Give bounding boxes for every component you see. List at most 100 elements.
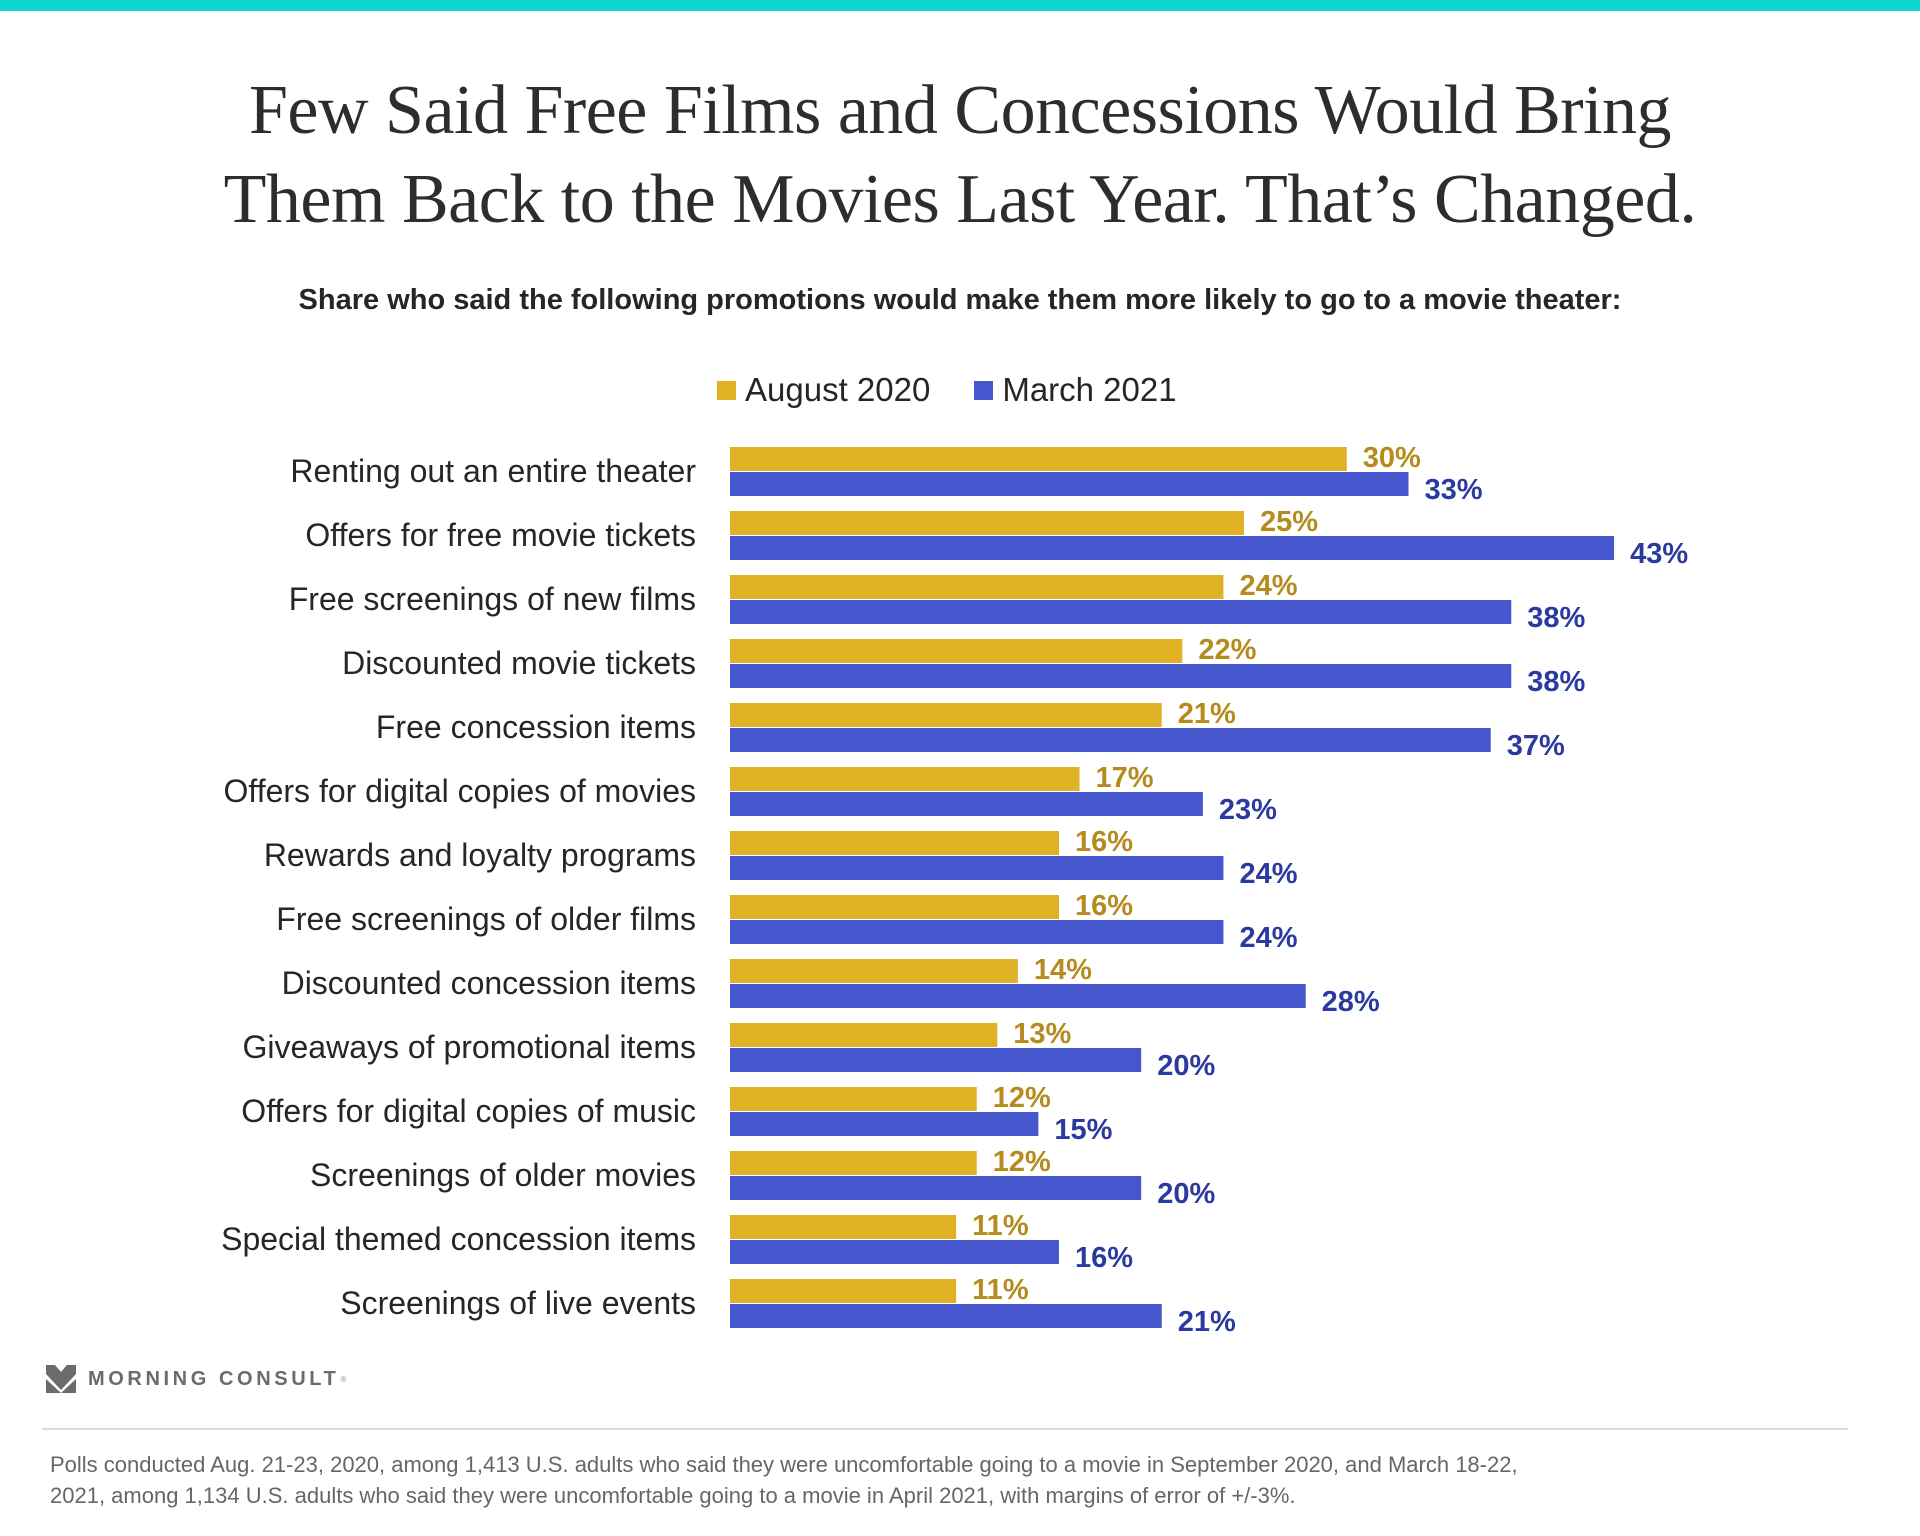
value-label-march-2021: 23% xyxy=(1219,794,1277,826)
bar-group: Discounted concession items 14% 28% xyxy=(282,954,1380,1018)
value-label-march-2021: 38% xyxy=(1527,602,1585,634)
legend-item-march-2021: March 2021 xyxy=(974,371,1177,409)
logo-text: MORNING CONSULT xyxy=(88,1367,340,1390)
footnote: Polls conducted Aug. 21-23, 2020, among … xyxy=(50,1449,1850,1511)
bar-march-2021 xyxy=(730,1176,1142,1200)
value-label-march-2021: 15% xyxy=(1054,1114,1112,1146)
bar-group: Screenings of older movies 12% 20% xyxy=(310,1146,1215,1210)
value-label-march-2021: 28% xyxy=(1322,986,1380,1018)
value-label-march-2021: 20% xyxy=(1157,1050,1215,1082)
category-label: Discounted movie tickets xyxy=(342,645,696,681)
value-label-march-2021: 21% xyxy=(1178,1306,1236,1338)
value-label-march-2021: 37% xyxy=(1507,730,1565,762)
bar-march-2021 xyxy=(730,984,1306,1008)
bar-august-2020 xyxy=(730,447,1347,471)
legend-swatch-august-2020 xyxy=(717,380,736,400)
category-label: Free screenings of older films xyxy=(276,901,696,937)
bar-august-2020 xyxy=(730,511,1244,535)
bar-group: Offers for free movie tickets 25% 43% xyxy=(305,506,1688,570)
category-label: Free screenings of new films xyxy=(289,581,696,617)
bar-march-2021 xyxy=(730,728,1491,752)
bar-march-2021 xyxy=(730,472,1409,496)
value-label-march-2021: 33% xyxy=(1424,474,1482,506)
bar-august-2020 xyxy=(730,959,1018,983)
bar-group: Renting out an entire theater 30%33% xyxy=(290,442,1482,506)
value-label-march-2021: 16% xyxy=(1075,1242,1133,1274)
category-label: Giveaways of promotional items xyxy=(242,1029,696,1065)
value-label-august-2020: 24% xyxy=(1239,570,1297,602)
bar-group: Offers for digital copies of music 12%15% xyxy=(241,1082,1112,1146)
bar-march-2021 xyxy=(730,1112,1039,1136)
value-label-august-2020: 12% xyxy=(993,1082,1051,1114)
value-label-august-2020: 11% xyxy=(972,1274,1029,1306)
category-label: Offers for digital copies of movies xyxy=(224,773,697,809)
value-label-august-2020: 16% xyxy=(1075,826,1133,858)
bar-august-2020 xyxy=(730,1279,957,1303)
category-label: Screenings of live events xyxy=(340,1285,696,1321)
bar-group: Giveaways of promotional items 13% 20% xyxy=(242,1018,1215,1082)
bar-group: Discounted movie tickets 22% 38% xyxy=(342,634,1585,698)
category-label: Discounted concession items xyxy=(282,965,696,1001)
value-label-august-2020: 11% xyxy=(972,1210,1029,1242)
bar-group: Free concession items 21% 37% xyxy=(376,698,1565,762)
chart-subtitle: Share who said the following promotions … xyxy=(298,284,1622,316)
category-label: Free concession items xyxy=(376,709,696,745)
bar-march-2021 xyxy=(730,664,1512,688)
category-label: Renting out an entire theater xyxy=(290,453,696,489)
bar-group: Free screenings of older films 16% 24% xyxy=(276,890,1297,954)
category-label: Offers for free movie tickets xyxy=(305,517,696,553)
top-accent-bar xyxy=(0,0,1920,11)
value-label-august-2020: 13% xyxy=(1013,1018,1071,1050)
legend-item-august-2020: August 2020 xyxy=(717,371,930,409)
morning-consult-logo: MORNING CONSULT ® xyxy=(46,1365,346,1393)
value-label-march-2021: 24% xyxy=(1239,922,1297,954)
bar-march-2021 xyxy=(730,600,1512,624)
bar-group: Screenings of live events 11% 21% xyxy=(340,1274,1236,1338)
legend-swatch-march-2021 xyxy=(974,380,994,400)
bar-march-2021 xyxy=(730,536,1615,560)
bar-group: Rewards and loyalty programs 16% 24% xyxy=(264,826,1298,890)
bar-august-2020 xyxy=(730,1087,977,1111)
value-label-august-2020: 22% xyxy=(1198,634,1256,666)
bar-march-2021 xyxy=(730,1304,1162,1328)
morning-consult-chevron-icon xyxy=(46,1365,76,1393)
value-label-august-2020: 21% xyxy=(1178,698,1236,730)
value-label-august-2020: 25% xyxy=(1260,506,1318,538)
value-label-august-2020: 17% xyxy=(1096,762,1154,794)
value-label-march-2021: 38% xyxy=(1527,666,1585,698)
bar-group: Offers for digital copies of movies 17% 23… xyxy=(224,762,1278,826)
bar-group: Special themed concession items 11% 16% xyxy=(221,1210,1133,1274)
chart-title: Few Said Free Films and Concessions Woul… xyxy=(0,66,1920,244)
footnote-line-1: Polls conducted Aug. 21-23, 2020, among … xyxy=(50,1452,1518,1477)
footnote-line-2: 2021, among 1,134 U.S. adults who said t… xyxy=(50,1483,1296,1508)
legend-label-march-2021: March 2021 xyxy=(1002,371,1177,408)
bar-chart: Renting out an entire theater 30%33%Offer… xyxy=(221,442,1688,1338)
bar-august-2020 xyxy=(730,1151,977,1175)
value-label-march-2021: 24% xyxy=(1239,858,1297,890)
bar-march-2021 xyxy=(730,856,1224,880)
bar-august-2020 xyxy=(730,575,1224,599)
value-label-march-2021: 20% xyxy=(1157,1178,1215,1210)
value-label-march-2021: 43% xyxy=(1630,538,1688,570)
value-label-august-2020: 16% xyxy=(1075,890,1133,922)
bar-march-2021 xyxy=(730,1048,1142,1072)
bar-group: Free screenings of new films 24% 38% xyxy=(289,570,1586,634)
bar-august-2020 xyxy=(730,767,1080,791)
bar-march-2021 xyxy=(730,1240,1059,1264)
category-label: Special themed concession items xyxy=(221,1221,696,1257)
bar-august-2020 xyxy=(730,831,1059,855)
bar-august-2020 xyxy=(730,895,1059,919)
bar-august-2020 xyxy=(730,1215,957,1239)
chart-title-line-2: Them Back to the Movies Last Year. That’… xyxy=(223,161,1697,238)
value-label-august-2020: 30% xyxy=(1363,442,1421,474)
footer-divider xyxy=(42,1428,1848,1430)
category-label: Screenings of older movies xyxy=(310,1157,696,1193)
bar-august-2020 xyxy=(730,1023,998,1047)
chart-title-line-1: Few Said Free Films and Concessions Woul… xyxy=(248,72,1672,149)
bar-august-2020 xyxy=(730,703,1162,727)
value-label-august-2020: 12% xyxy=(993,1146,1051,1178)
category-label: Rewards and loyalty programs xyxy=(264,837,696,873)
bar-august-2020 xyxy=(730,639,1183,663)
logo-registered-mark: ® xyxy=(340,1374,347,1384)
category-label: Offers for digital copies of music xyxy=(241,1093,696,1129)
